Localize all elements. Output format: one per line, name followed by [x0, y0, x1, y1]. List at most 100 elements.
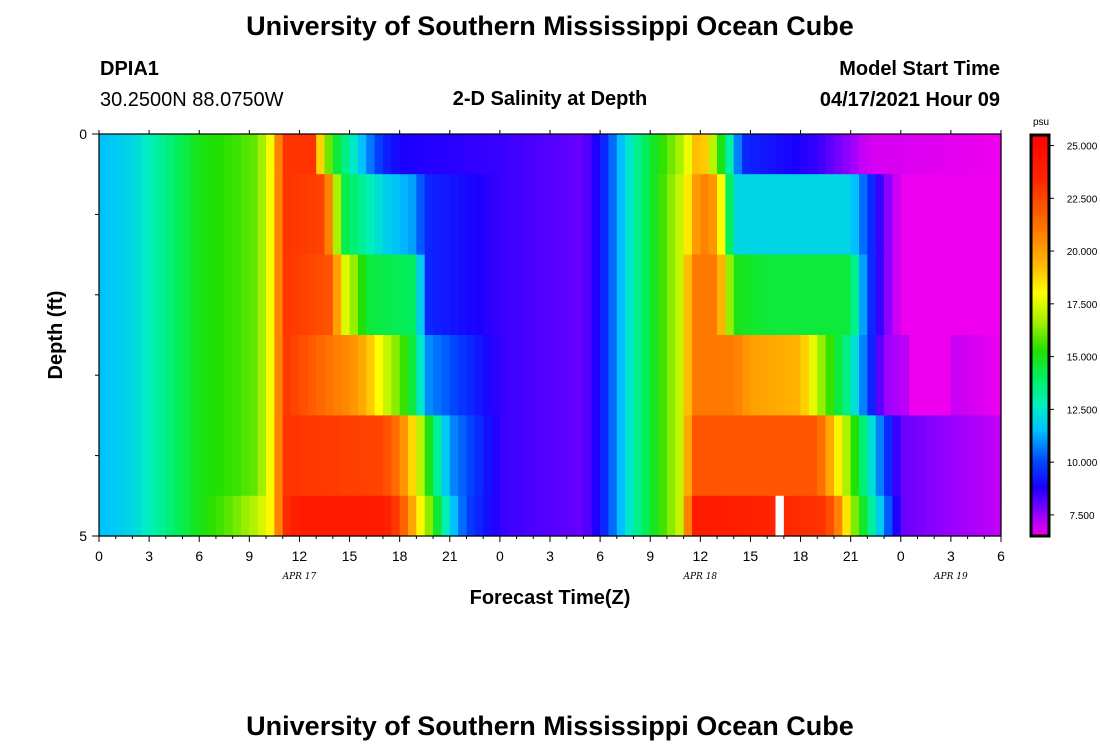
- heatmap-cell: [382, 335, 392, 416]
- heatmap-cell: [274, 174, 284, 256]
- heatmap-cell: [416, 254, 426, 336]
- heatmap-cell: [992, 254, 1002, 336]
- heatmap-cell: [282, 174, 292, 256]
- y-tick-label: 0: [79, 126, 87, 142]
- heatmap-cell: [466, 254, 476, 336]
- heatmap-cell: [833, 335, 843, 416]
- date-labels: APR 17 APR 18 APR 19: [282, 572, 968, 582]
- heatmap-cell: [99, 134, 108, 175]
- heatmap-cell: [700, 254, 710, 336]
- heatmap-cell: [808, 174, 818, 256]
- colorbar-unit: psu: [1033, 117, 1049, 128]
- heatmap-cell: [174, 415, 184, 497]
- heatmap-cell: [115, 134, 125, 175]
- heatmap-cell: [424, 415, 434, 497]
- heatmap-cell: [934, 335, 944, 416]
- heatmap-cell: [541, 335, 551, 416]
- heatmap-cell: [107, 254, 117, 336]
- heatmap-cell: [808, 495, 818, 537]
- heatmap-cell: [282, 415, 292, 497]
- heatmap-cell: [149, 495, 159, 537]
- heatmap-cell: [99, 415, 108, 497]
- heatmap-cell: [165, 495, 175, 537]
- heatmap-cell: [199, 254, 209, 336]
- heatmap-cell: [274, 415, 284, 497]
- heatmap-cell: [750, 254, 760, 336]
- heatmap-cell: [717, 174, 726, 256]
- heatmap-cell: [733, 254, 743, 336]
- heatmap-cell: [633, 495, 643, 537]
- heatmap-cell: [833, 495, 843, 537]
- heatmap-cell: [483, 415, 493, 497]
- heatmap-cell: [733, 134, 743, 175]
- x-tick-label: 0: [496, 548, 504, 564]
- heatmap-cell: [675, 174, 685, 256]
- heatmap-cell: [700, 174, 710, 256]
- heatmap-cell: [658, 415, 668, 497]
- heatmap-cell: [666, 335, 676, 416]
- heatmap-cell: [742, 254, 752, 336]
- heatmap-cell: [341, 134, 351, 175]
- heatmap-cell: [558, 495, 568, 537]
- heatmap-cell: [558, 254, 568, 336]
- heatmap-cell: [633, 415, 643, 497]
- heatmap-cell: [566, 174, 576, 256]
- heatmap-cell: [357, 254, 367, 336]
- heatmap-cell: [107, 495, 117, 537]
- heatmap-cell: [524, 495, 534, 537]
- heatmap-cell: [992, 415, 1002, 497]
- heatmap-cell: [683, 254, 693, 336]
- heatmap-cell: [266, 134, 275, 175]
- heatmap-cell: [249, 254, 259, 336]
- heatmap-cell: [583, 335, 593, 416]
- heatmap-cell: [733, 495, 743, 537]
- heatmap-cell: [859, 174, 868, 256]
- heatmap-cell: [524, 335, 534, 416]
- heatmap-cell: [967, 254, 977, 336]
- heatmap-cell: [975, 254, 985, 336]
- heatmap-cell: [717, 415, 726, 497]
- heatmap-cell: [675, 254, 685, 336]
- heatmap-cell: [750, 415, 760, 497]
- heatmap-cell: [224, 335, 234, 416]
- heatmap-cell: [115, 254, 125, 336]
- heatmap-cell: [207, 415, 217, 497]
- heatmap-cell: [917, 415, 927, 497]
- heatmap-cell: [474, 134, 484, 175]
- heatmap-cell: [399, 254, 409, 336]
- heatmap-cell: [366, 495, 376, 537]
- heatmap-cell: [725, 174, 735, 256]
- heatmap-cell: [917, 254, 927, 336]
- heatmap-cell: [449, 335, 459, 416]
- heatmap-cell: [224, 415, 234, 497]
- heatmap-cell: [783, 335, 793, 416]
- heatmap-cell: [825, 495, 835, 537]
- heatmap-cell: [650, 174, 660, 256]
- heatmap-cell: [733, 335, 743, 416]
- heatmap-cell: [132, 134, 142, 175]
- heatmap-cell: [357, 495, 367, 537]
- heatmap-cell: [382, 495, 392, 537]
- heatmap-cell: [391, 134, 401, 175]
- heatmap-cell: [207, 335, 217, 416]
- heatmap-cell: [466, 495, 476, 537]
- heatmap-cell: [232, 174, 242, 256]
- heatmap-cell: [332, 415, 342, 497]
- heatmap-cell: [524, 254, 534, 336]
- heatmap-cell: [199, 495, 209, 537]
- heatmap-cell: [900, 415, 910, 497]
- heatmap-cell: [458, 495, 468, 537]
- heatmap-cell: [474, 335, 484, 416]
- heatmap-cell: [658, 174, 668, 256]
- heatmap-cell: [408, 254, 417, 336]
- heatmap-cell: [950, 415, 960, 497]
- heatmap-cell: [641, 335, 651, 416]
- heatmap-cell: [307, 335, 317, 416]
- heatmap-cell: [742, 134, 752, 175]
- heatmap-cell: [508, 335, 518, 416]
- heatmap-cell: [499, 134, 509, 175]
- heatmap-cell: [859, 134, 868, 175]
- heatmap-cell: [266, 495, 275, 537]
- heatmap-cell: [758, 335, 768, 416]
- heatmap-cell: [975, 174, 985, 256]
